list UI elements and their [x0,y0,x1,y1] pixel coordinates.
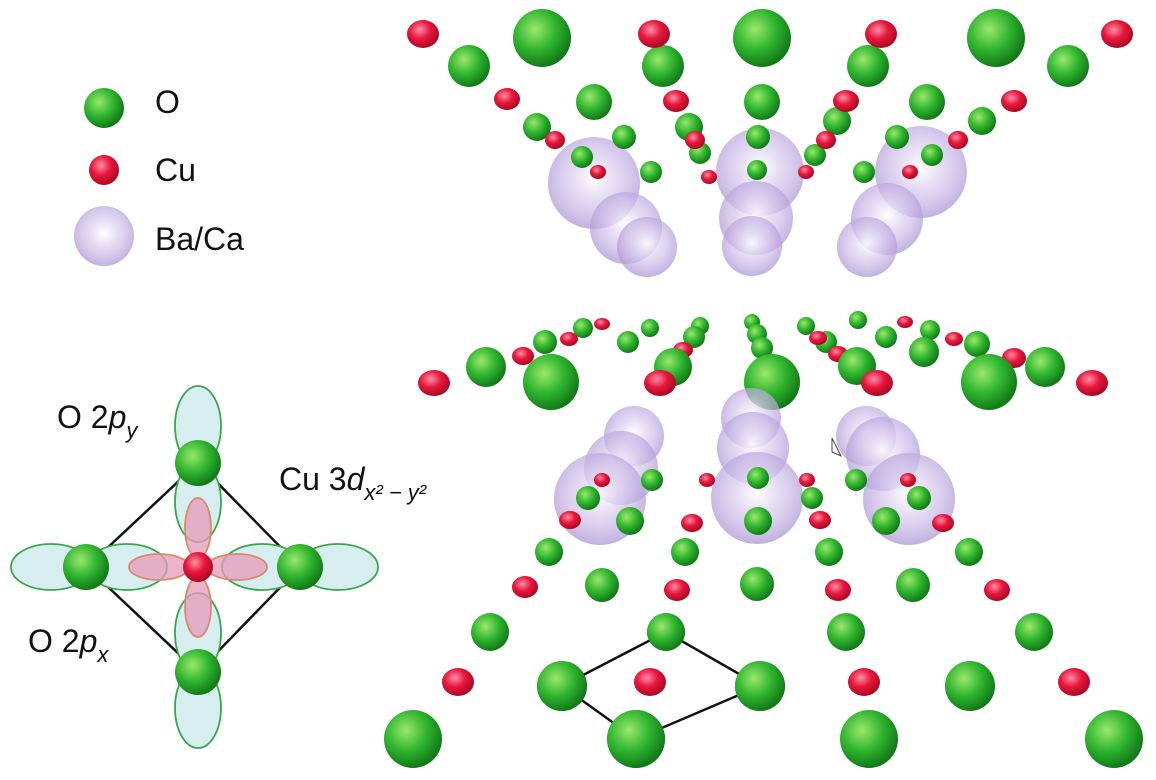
ba-ca-sphere-icon [74,206,134,266]
legend: O Cu Ba/Ca [74,84,244,266]
legend-item-ba-ca: Ba/Ca [74,206,244,266]
copper-sphere-icon [89,155,119,185]
orbital-o-atom-right [277,544,323,590]
unit-cell-corner-atoms [537,613,785,768]
orbital-o-atom-bottom [175,649,221,695]
lower-inner-cu-atoms [559,473,954,532]
upper-o-atoms [448,9,1089,183]
pointer-glyph-icon [831,437,843,458]
orbital-diagram: O 2py O 2px Cu 3dx² − y² [10,385,427,749]
legend-item-oxygen: O [84,84,180,128]
lower-near-o-atoms [384,538,1143,768]
legend-label-ba-ca: Ba/Ca [155,221,244,257]
upper-cuo2-lattice [407,9,1133,277]
legend-label-copper: Cu [155,152,196,188]
upper-ba-ca-atoms [548,126,967,277]
lower-cuo2-lattice [384,311,1143,768]
lower-far-o-atoms [533,311,990,367]
lower-inner-o-atoms [576,467,931,535]
label-o-2py: O 2py [57,399,139,443]
orbital-o-atom-top [175,440,221,486]
legend-label-oxygen: O [155,84,180,120]
oxygen-sphere-icon [84,88,124,128]
upper-cu-atoms [407,20,1133,184]
label-cu-3d: Cu 3dx² − y² [279,461,427,505]
lower-mid-cu-atoms [418,370,1108,396]
label-o-2px: O 2px [28,623,109,667]
orbital-o-atom-left [63,544,109,590]
orbital-cu-atom [183,552,213,582]
legend-item-copper: Cu [89,152,196,188]
lower-near-cu-atoms [442,576,1090,696]
